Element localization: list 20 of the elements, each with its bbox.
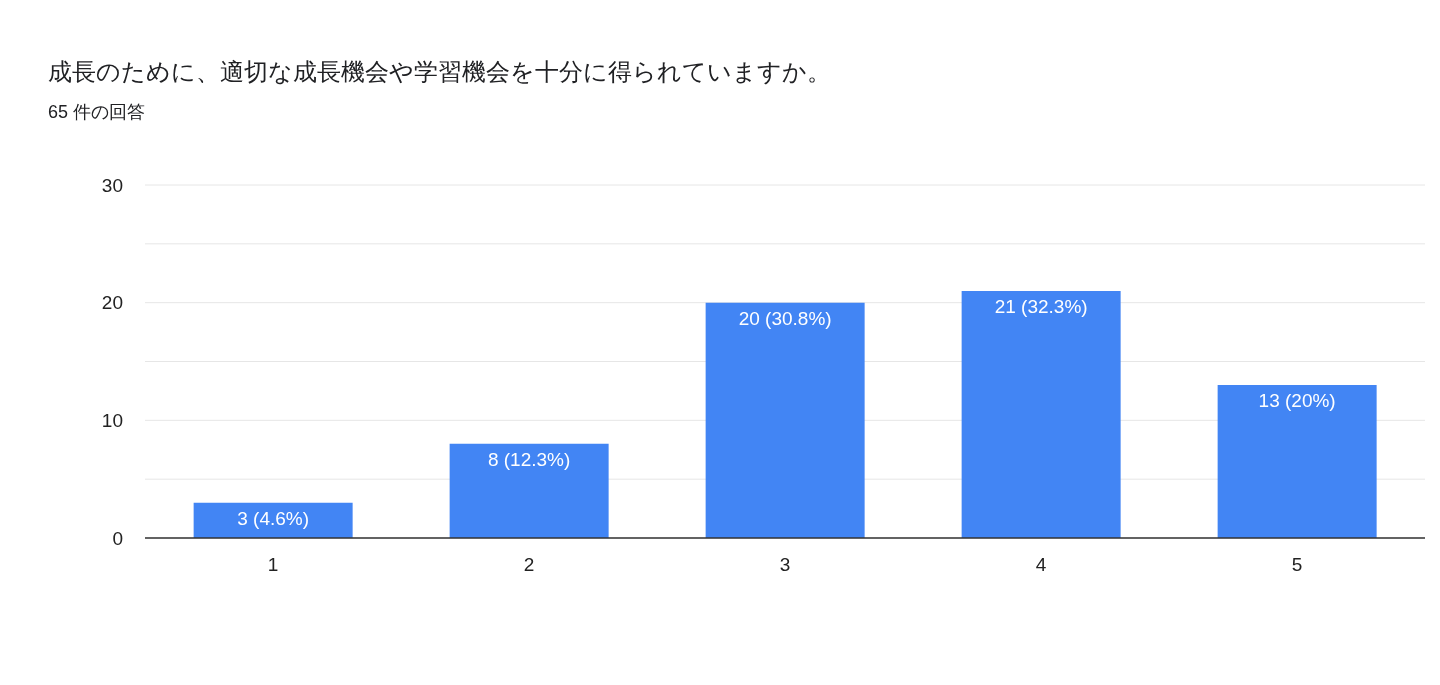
data-label: 20 (30.8%)	[738, 307, 832, 329]
bar	[961, 290, 1121, 538]
data-label: 8 (12.3%)	[487, 448, 571, 470]
bar	[705, 302, 865, 538]
x-tick-label: 5	[1291, 554, 1303, 576]
y-tick-label: 10	[101, 410, 123, 432]
x-tick-label: 4	[1035, 554, 1047, 576]
data-label: 3 (4.6%)	[237, 507, 310, 529]
data-label: 21 (32.3%)	[994, 295, 1088, 317]
chart-title: 成長のために、適切な成長機会や学習機会を十分に得られていますか。	[48, 57, 831, 87]
x-tick-label: 1	[267, 554, 279, 576]
y-tick-label: 20	[101, 292, 123, 314]
data-label: 13 (20%)	[1258, 390, 1336, 412]
bar	[449, 443, 609, 538]
chart-subtitle: 65 件の回答	[48, 101, 146, 124]
bar	[1217, 385, 1377, 538]
x-tick-label: 2	[523, 554, 535, 576]
y-tick-label: 30	[101, 174, 123, 196]
y-tick-label: 0	[112, 527, 123, 549]
x-tick-label: 3	[779, 554, 791, 576]
